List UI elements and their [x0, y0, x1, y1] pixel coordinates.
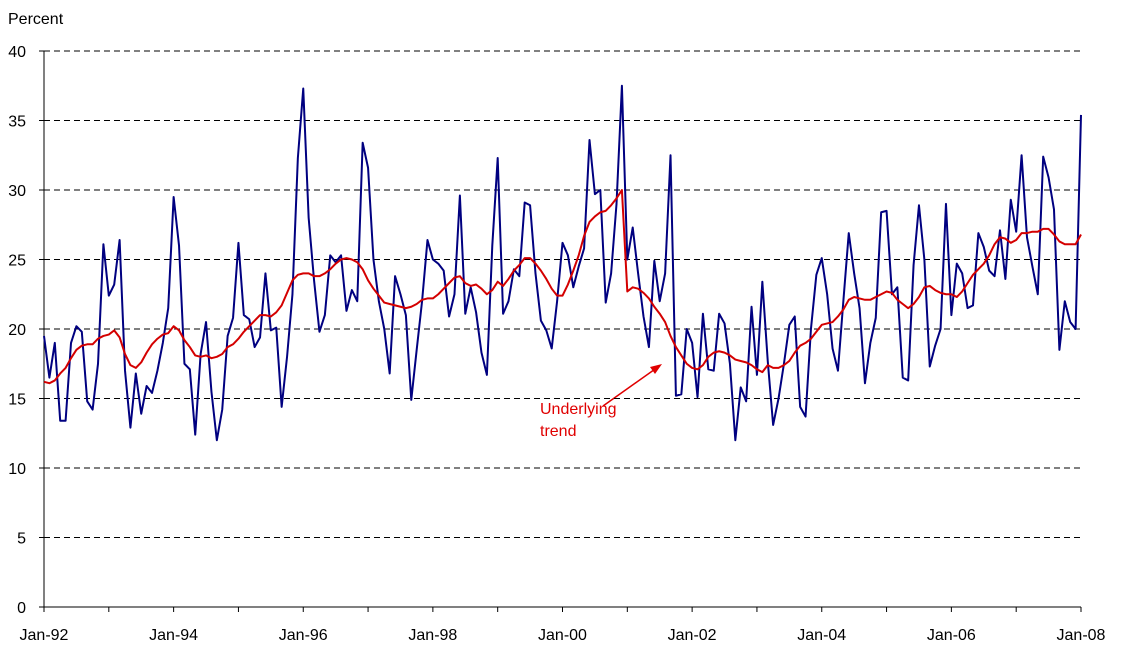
- annotation-arrowhead: [650, 364, 662, 374]
- y-tick-label: 15: [8, 392, 26, 409]
- y-axis-label: Percent: [8, 11, 64, 28]
- x-tick-label: Jan-94: [149, 627, 198, 644]
- x-tick-label: Jan-96: [279, 627, 328, 644]
- annotation: trend: [540, 423, 576, 440]
- y-tick-label: 25: [8, 253, 26, 270]
- y-tick-label: 35: [8, 114, 26, 131]
- y-tick-label: 30: [8, 183, 26, 200]
- x-tick-label: Jan-02: [668, 627, 717, 644]
- y-tick-label: 0: [17, 600, 26, 617]
- y-tick-label: 40: [8, 44, 26, 61]
- annotation-arrow: [602, 366, 659, 407]
- data-line: [43, 189, 1082, 385]
- x-tick-label: Jan-00: [538, 627, 587, 644]
- annotation: Underlying: [540, 401, 616, 418]
- x-tick-label: Jan-98: [408, 627, 457, 644]
- y-tick-label: 5: [17, 531, 26, 548]
- x-tick-label: Jan-04: [797, 627, 846, 644]
- data-line: [43, 84, 1082, 442]
- x-tick-label: Jan-92: [20, 627, 69, 644]
- y-tick-label: 10: [8, 461, 26, 478]
- x-tick-label: Jan-06: [927, 627, 976, 644]
- x-tick-label: Jan-08: [1057, 627, 1106, 644]
- y-tick-label: 20: [8, 322, 26, 339]
